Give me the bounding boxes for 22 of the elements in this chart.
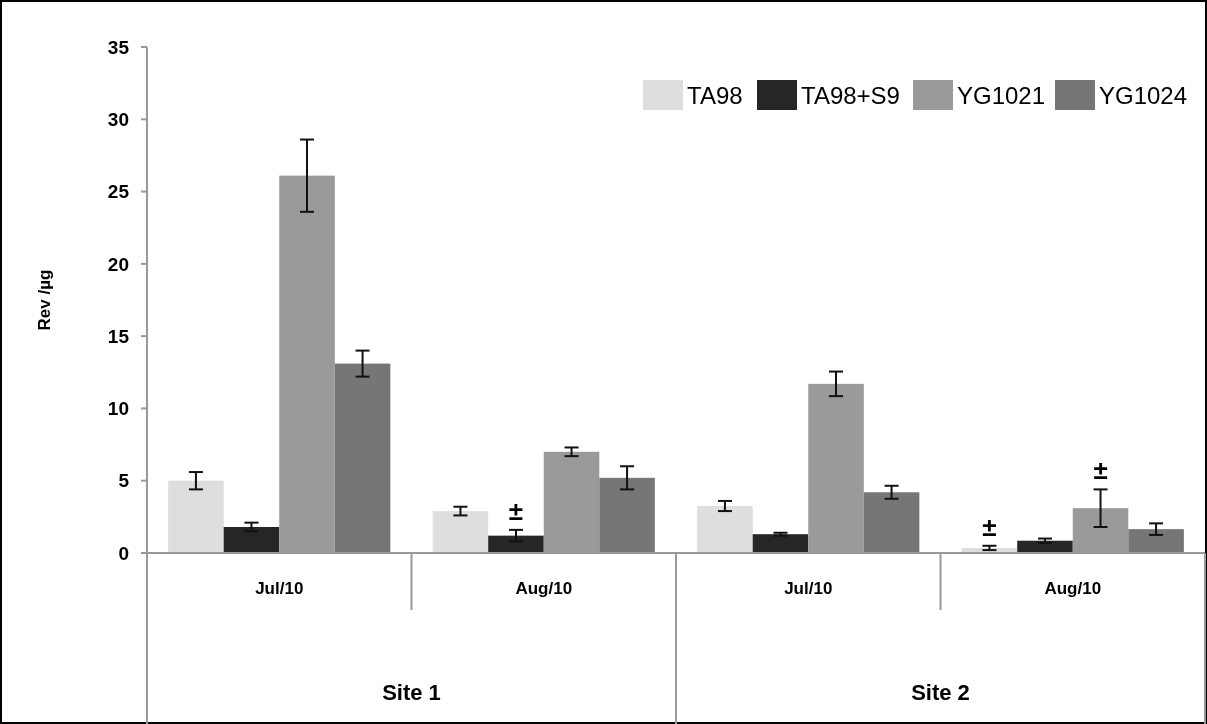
x-tick-label: Jul/10 bbox=[784, 579, 833, 598]
y-tick-label: 10 bbox=[107, 398, 129, 420]
y-tick-label: 35 bbox=[107, 36, 130, 58]
annotation: ± bbox=[508, 495, 524, 526]
x-tick-label: Aug/10 bbox=[515, 579, 573, 598]
y-tick-label: 0 bbox=[118, 542, 129, 564]
annotation: ± bbox=[1093, 455, 1108, 486]
y-tick-label: 25 bbox=[107, 181, 130, 203]
annotation: ± bbox=[982, 511, 997, 542]
text: Site 1 bbox=[382, 680, 441, 705]
legend-label: TA98+S9 bbox=[801, 82, 900, 109]
y-tick-label: 20 bbox=[107, 253, 129, 275]
legend-label: YG1021 bbox=[957, 82, 1046, 109]
text: Site 2 bbox=[911, 680, 970, 705]
x-tick-label: Jul/10 bbox=[255, 579, 304, 598]
x-tick-label: Aug/10 bbox=[1044, 579, 1102, 598]
y-tick-label: 5 bbox=[118, 470, 130, 492]
legend-label: YG1024 bbox=[1099, 82, 1188, 109]
legend-label: TA98 bbox=[687, 82, 743, 109]
y-tick-label: 15 bbox=[107, 325, 130, 347]
y-tick-label: 30 bbox=[107, 108, 129, 130]
y-axis-title: Rev /µg bbox=[35, 269, 54, 331]
